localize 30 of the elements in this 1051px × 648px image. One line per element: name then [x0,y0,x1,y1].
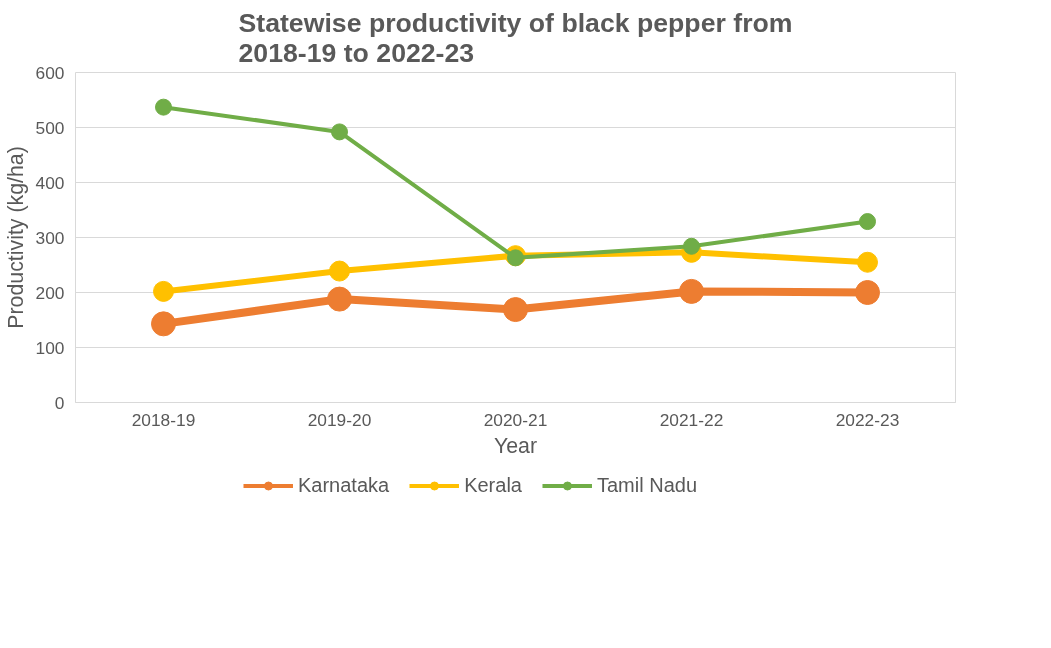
point [151,311,176,337]
chart-title: Statewise productivity of black pepper from 2018-19 to 2022-23 [238,7,793,68]
x-tick-label: 2022-23 [835,409,900,430]
point [679,278,704,304]
legend-label: Karnataka [297,473,390,497]
y-tick-label: 300 [35,227,65,248]
point [503,297,528,323]
point [331,123,348,141]
y-tick-label: 200 [35,282,65,303]
x-tick-label: 2019-20 [307,409,372,430]
point [155,98,172,116]
y-axis-title: Productivity (kg/ha) [3,146,28,329]
y-tick-label: 0 [54,392,65,413]
point [327,286,352,312]
x-axis-title: Year [493,433,538,458]
x-tick-label: 2018-19 [131,409,196,430]
y-tick-label: 400 [35,172,65,193]
point [683,237,700,255]
x-tick-label: 2020-21 [483,409,548,430]
x-tick-label: 2021-22 [659,409,724,430]
legend-label: Kerala [464,473,522,497]
legend-label: Tamil Nadu [596,473,698,497]
point [855,280,880,305]
point [329,260,350,282]
point [859,213,876,231]
point [857,251,878,273]
y-tick-label: 600 [35,62,65,83]
point [153,280,174,302]
y-tick-label: 100 [35,337,65,358]
y-tick-label: 500 [35,117,65,138]
